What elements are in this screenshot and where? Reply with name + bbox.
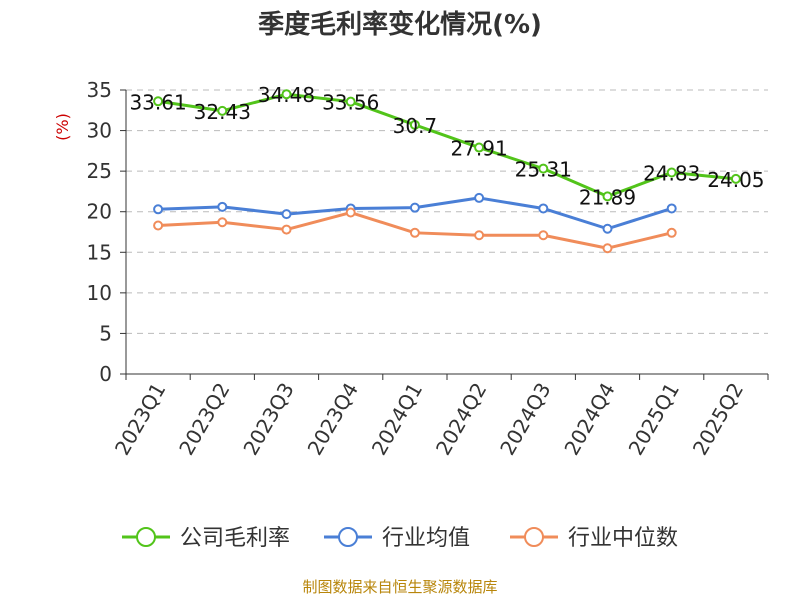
series-point-0 [281, 89, 292, 100]
series-point-2 [538, 230, 549, 241]
y-tick-label: 20 [87, 200, 112, 224]
series-point-0 [474, 142, 485, 153]
x-tick-label: 2025Q1 [624, 379, 684, 460]
legend-marker-0 [136, 527, 156, 547]
y-tick-label: 10 [87, 281, 112, 305]
series-point-1 [409, 202, 420, 213]
series-point-1 [474, 192, 485, 203]
y-tick-label: 5 [99, 321, 112, 345]
data-label: 30.7 [393, 114, 438, 138]
x-tick-label: 2024Q3 [495, 379, 555, 460]
data-labels: 33.61 32.43 34.48 33.56 30.7 27.91 25.31 21.89 2… [129, 83, 764, 209]
y-tick-label: 25 [87, 159, 112, 183]
series-point-2 [602, 243, 613, 254]
data-label: 34.48 [258, 83, 315, 107]
y-tick-label: 35 [87, 78, 112, 102]
legend: 公司毛利率 行业均值 行业中位数 [122, 526, 678, 551]
series-point-2 [409, 227, 420, 238]
y-tick-label: 15 [87, 240, 112, 264]
data-label: 27.91 [450, 137, 507, 161]
x-tick-label: 2024Q1 [367, 379, 427, 460]
series-point-0 [409, 119, 420, 130]
data-label: 21.89 [579, 185, 636, 209]
legend-label: 行业中位数 [568, 526, 678, 551]
source-note: 制图数据来自恒生聚源数据库 [302, 578, 497, 596]
x-tick-label: 2023Q3 [238, 379, 298, 460]
x-tick-label: 2023Q4 [303, 379, 363, 460]
data-label: 32.43 [194, 100, 251, 124]
data-label: 33.56 [322, 91, 379, 115]
y-tick-label: 0 [99, 362, 112, 386]
series-point-1 [666, 203, 677, 214]
legend-label: 公司毛利率 [180, 526, 290, 551]
x-tick-label: 2023Q2 [174, 379, 234, 460]
series-point-0 [538, 163, 549, 174]
x-tick-label: 2025Q2 [688, 379, 748, 460]
data-label: 24.83 [643, 162, 700, 186]
series-point-0 [730, 173, 741, 184]
x-tick-label: 2023Q1 [110, 379, 170, 460]
series-point-0 [217, 105, 228, 116]
series-point-2 [666, 227, 677, 238]
data-label: 33.61 [129, 90, 186, 114]
chart-title: 季度毛利率变化情况(%) [258, 9, 542, 40]
series-point-0 [602, 191, 613, 202]
series-point-1 [281, 209, 292, 220]
series-layer [153, 89, 741, 254]
grid [126, 89, 768, 334]
legend-marker-1 [338, 527, 358, 547]
series-point-1 [153, 204, 164, 215]
x-tick-label: 2024Q2 [431, 379, 491, 460]
y-axis-label: (%) [53, 113, 72, 141]
series-point-2 [345, 207, 356, 218]
data-label: 24.05 [707, 168, 764, 192]
legend-label: 行业均值 [382, 526, 470, 551]
series-point-1 [538, 203, 549, 214]
series-point-0 [666, 167, 677, 178]
series-point-0 [345, 96, 356, 107]
data-label: 25.31 [515, 158, 572, 182]
series-point-1 [602, 223, 613, 234]
legend-marker-2 [524, 527, 544, 547]
series-point-2 [474, 230, 485, 241]
series-point-2 [153, 220, 164, 231]
series-point-0 [153, 96, 164, 107]
series-point-2 [217, 217, 228, 228]
series-line-0 [157, 92, 737, 198]
x-tick-label: 2024Q4 [559, 379, 619, 460]
series-point-2 [281, 224, 292, 235]
y-tick-label: 30 [87, 119, 112, 143]
series-point-1 [217, 201, 228, 212]
